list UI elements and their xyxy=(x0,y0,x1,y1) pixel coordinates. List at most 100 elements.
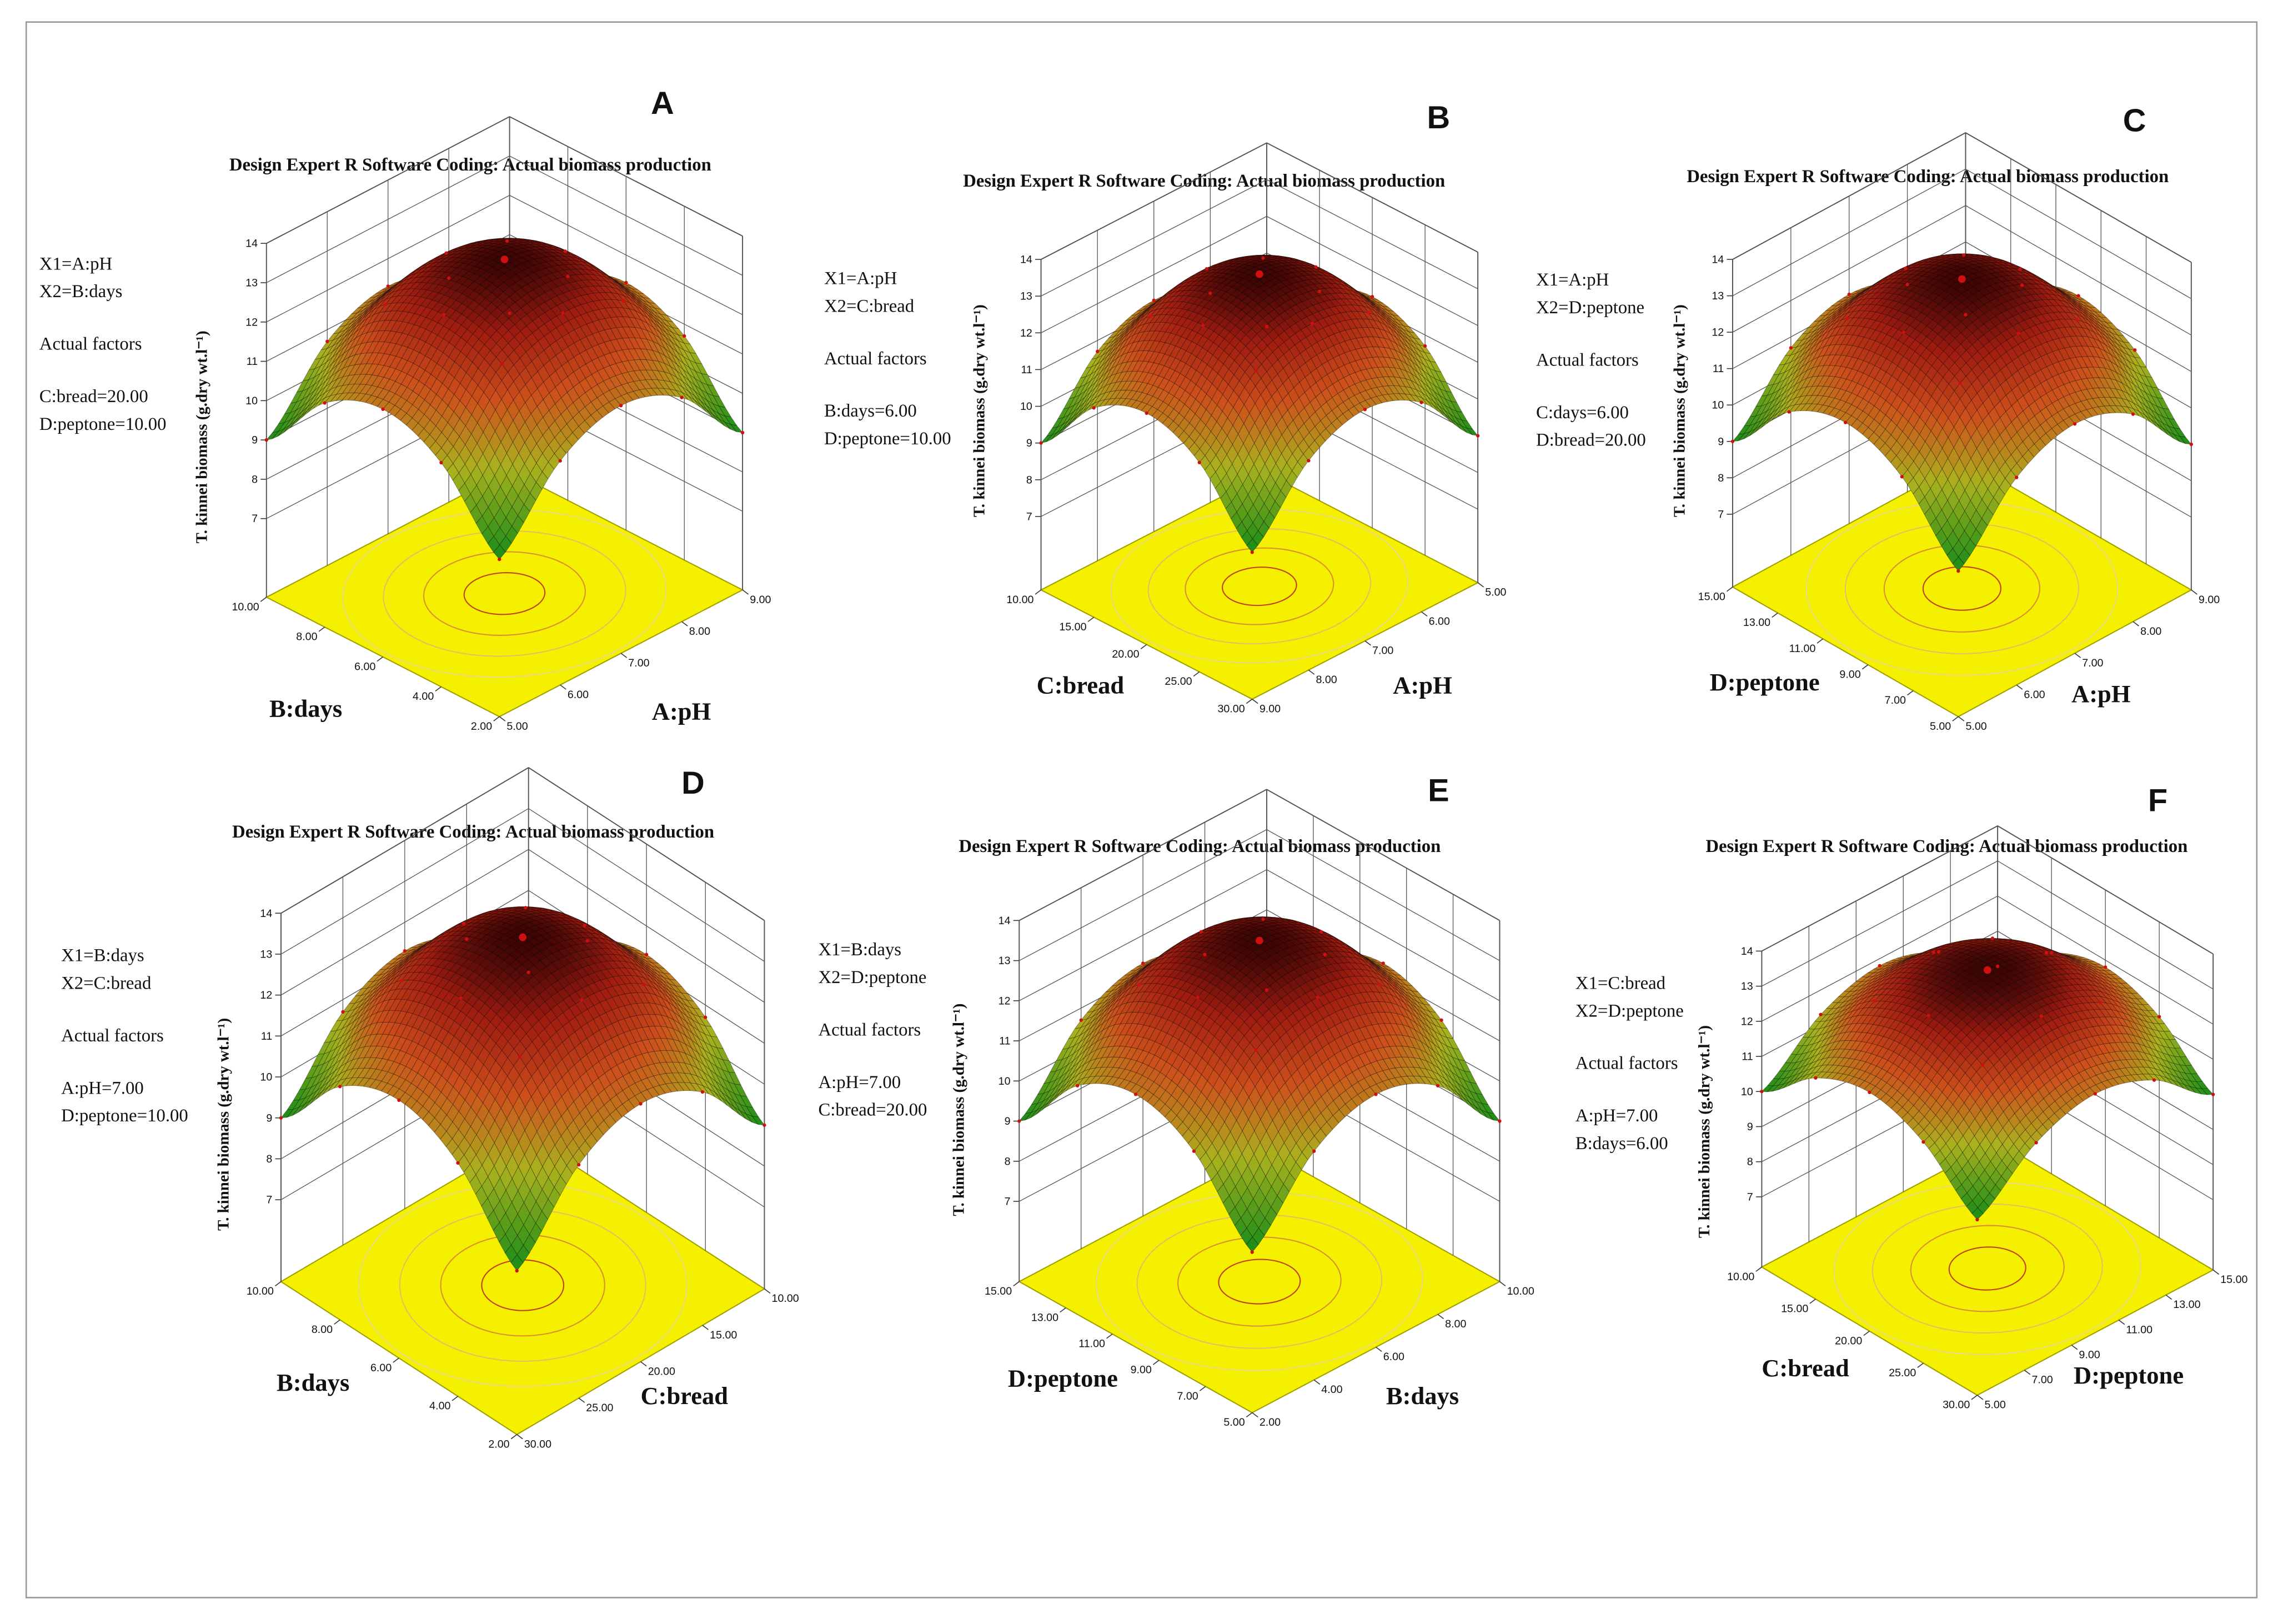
surface-facet xyxy=(480,245,494,249)
surface-facet xyxy=(694,399,706,412)
surface-facet xyxy=(491,262,505,270)
z-tick-label: 7 xyxy=(1026,510,1032,523)
surface-facet xyxy=(332,353,344,370)
surface-facet xyxy=(642,305,655,318)
surface-facet xyxy=(511,242,524,247)
surface-facet xyxy=(396,311,409,322)
surface-point xyxy=(1317,289,1322,293)
surface-facet xyxy=(516,244,530,249)
annotation: Actual factors xyxy=(1536,350,1639,370)
surface-facet xyxy=(456,253,470,259)
surface-facet xyxy=(327,342,339,356)
surface-facet xyxy=(344,324,357,338)
z-tick-label: 10 xyxy=(1712,399,1724,412)
annotation: D:peptone=10.00 xyxy=(824,429,951,449)
surface-facet xyxy=(509,274,523,283)
surface-facet xyxy=(485,274,499,284)
surface-facet xyxy=(521,255,535,262)
surface-facet xyxy=(479,288,492,299)
x-tick-label: 6.00 xyxy=(2024,689,2045,701)
surface-facet xyxy=(283,420,297,433)
surface-point xyxy=(439,460,443,465)
surface-facet xyxy=(362,304,375,317)
surface-facet xyxy=(654,319,666,333)
y-tick xyxy=(1087,616,1095,622)
annotation: Actual factors xyxy=(824,349,927,369)
surface-facet xyxy=(480,257,493,264)
y-tick-label: 2.00 xyxy=(471,720,492,733)
surface-facet xyxy=(539,275,552,284)
surface-point xyxy=(1250,550,1254,554)
x-tick xyxy=(2074,653,2081,658)
y-tick xyxy=(1907,690,1914,696)
surface-facet xyxy=(676,364,689,381)
surface-point xyxy=(1265,324,1269,329)
surface-facet xyxy=(548,243,560,248)
surface-facet xyxy=(646,359,659,372)
surface-facet xyxy=(446,248,459,254)
surface-point xyxy=(561,311,565,315)
surface-point xyxy=(386,284,390,288)
surface-facet xyxy=(663,380,677,391)
surface-facet xyxy=(515,270,529,279)
x-tick xyxy=(2133,621,2139,626)
surface-point xyxy=(1261,256,1265,260)
surface-facet xyxy=(521,267,535,276)
surface-facet xyxy=(551,286,564,297)
x-tick-label: 7.00 xyxy=(628,657,649,669)
panel-letter: A xyxy=(651,86,674,121)
surface-facet xyxy=(456,276,469,285)
annotation: X1=A:pH xyxy=(39,254,112,274)
surface-point xyxy=(1092,406,1096,410)
x-tick xyxy=(1364,640,1371,646)
annotation: C:days=6.00 xyxy=(1536,403,1629,423)
x-tick xyxy=(499,716,506,721)
z-tick-label: 10 xyxy=(1020,400,1032,413)
surface-facet xyxy=(414,297,427,306)
surface-facet xyxy=(610,317,624,328)
surface-facet xyxy=(355,323,368,339)
surface-facet xyxy=(521,283,534,294)
surface-facet xyxy=(475,242,488,245)
surface-facet xyxy=(533,286,546,297)
surface-facet xyxy=(539,292,551,303)
surface-facet xyxy=(553,245,566,251)
surface-point xyxy=(325,339,329,343)
y-tick xyxy=(493,716,500,721)
surface-facet xyxy=(414,305,427,316)
surface-facet xyxy=(469,244,482,248)
surface-point xyxy=(381,407,385,411)
surface-facet xyxy=(455,284,469,294)
surface-facet xyxy=(671,332,685,344)
surface-facet xyxy=(343,345,356,362)
z-axis-label: T. kinnei biomass (g.dry wt.l⁻¹) xyxy=(970,304,988,517)
surface-facet xyxy=(671,347,684,364)
z-tick-label: 7 xyxy=(1718,508,1724,520)
surface-facet xyxy=(624,288,637,299)
surface-facet xyxy=(503,269,516,279)
surface-facet xyxy=(363,300,375,311)
surface-facet xyxy=(350,307,364,314)
surface-facet xyxy=(486,249,500,255)
surface-facet xyxy=(314,374,327,392)
z-tick-label: 14 xyxy=(245,238,258,250)
x-tick-label: 7.00 xyxy=(1372,645,1393,657)
surface-facet xyxy=(611,292,624,302)
annotation: X1=A:pH xyxy=(1536,270,1609,290)
surface-facet xyxy=(397,295,410,303)
surface-facet xyxy=(730,424,744,433)
surface-facet xyxy=(652,350,665,364)
y-tick xyxy=(435,686,441,692)
surface-facet xyxy=(497,282,510,292)
surface-facet xyxy=(557,284,570,294)
z-tick-label: 11 xyxy=(1713,363,1724,375)
surface-facet xyxy=(556,293,570,303)
y-axis-label: D:peptone xyxy=(1710,668,1820,696)
annotation: X2=D:peptone xyxy=(1536,298,1644,318)
surface-facet xyxy=(369,294,382,302)
surface-facet xyxy=(559,252,571,258)
surface-facet xyxy=(577,256,589,263)
surface-facet xyxy=(568,307,581,318)
surface-facet xyxy=(677,358,690,375)
surface-facet xyxy=(289,415,302,428)
